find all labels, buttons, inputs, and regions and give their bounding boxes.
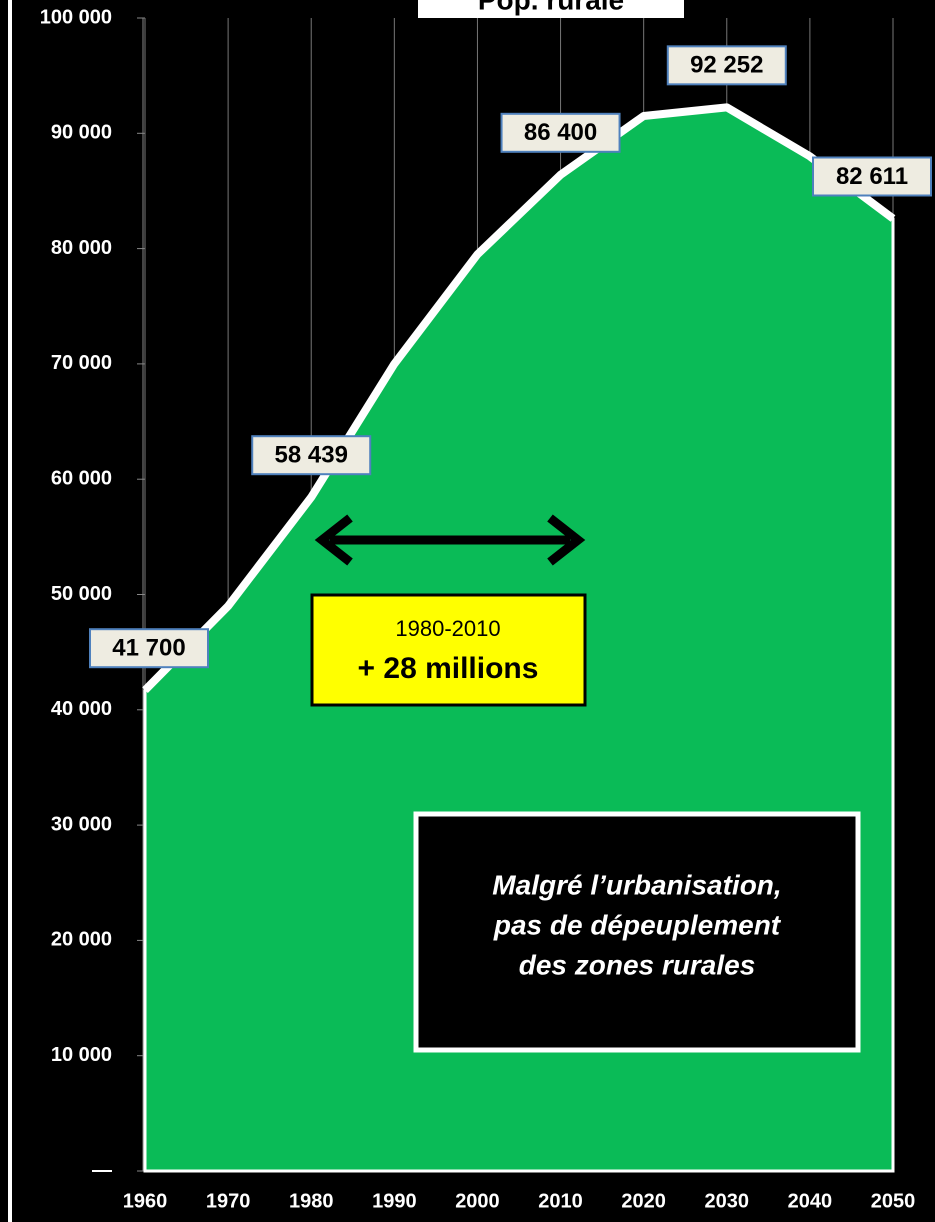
annotation-period: 1980-2010 (395, 616, 500, 641)
y-tick-label: 40 000 (51, 698, 112, 720)
y-tick-label: — (92, 1159, 112, 1181)
y-tick-label: 100 000 (40, 6, 112, 28)
note-box (413, 811, 861, 1053)
y-tick-label: 30 000 (51, 813, 112, 835)
title-box (418, 0, 684, 18)
data-label-box (89, 628, 209, 669)
annotation-increase: + 28 millions (358, 652, 539, 685)
data-label-box (251, 435, 372, 476)
x-tick-label: 1960 (123, 1190, 168, 1212)
x-tick-label: 2040 (788, 1190, 833, 1212)
x-tick-label: 1970 (206, 1190, 251, 1212)
data-label: 58 439 (275, 442, 348, 469)
data-label: 82 611 (836, 163, 908, 190)
note-line: des zones rurales (519, 949, 756, 980)
x-tick-label: 1980 (289, 1190, 334, 1212)
y-tick-label: 60 000 (51, 467, 112, 489)
data-label: 86 400 (524, 119, 597, 146)
chart-title: Pop. rurale (478, 0, 624, 15)
annotation-box (310, 593, 587, 707)
data-label: 92 252 (690, 52, 763, 79)
x-tick-label: 2010 (538, 1190, 583, 1212)
y-tick-label: 70 000 (51, 352, 112, 374)
frame-line (8, 0, 12, 1222)
x-tick-label: 2030 (705, 1190, 750, 1212)
data-label: 41 700 (112, 635, 185, 662)
y-tick-label: 80 000 (51, 237, 112, 259)
y-tick-label: 90 000 (51, 122, 112, 144)
x-tick-label: 2000 (455, 1190, 500, 1212)
x-tick-label: 2020 (621, 1190, 666, 1212)
y-tick-label: 20 000 (51, 929, 112, 951)
y-tick-label: 50 000 (51, 583, 112, 605)
x-tick-label: 1990 (372, 1190, 417, 1212)
area-outline (142, 103, 896, 694)
arrow (314, 514, 586, 566)
note-line: pas de dépeuplement (493, 909, 782, 940)
data-label-box (500, 112, 621, 153)
note-line: Malgré l’urbanisation, (492, 869, 781, 900)
x-tick-label: 2050 (871, 1190, 916, 1212)
data-label-box (666, 45, 787, 86)
data-labels: 41 700 58 439 86 400 92 252 82 611 (89, 45, 932, 669)
data-label-box (812, 156, 932, 197)
y-tick-label: 10 000 (51, 1044, 112, 1066)
